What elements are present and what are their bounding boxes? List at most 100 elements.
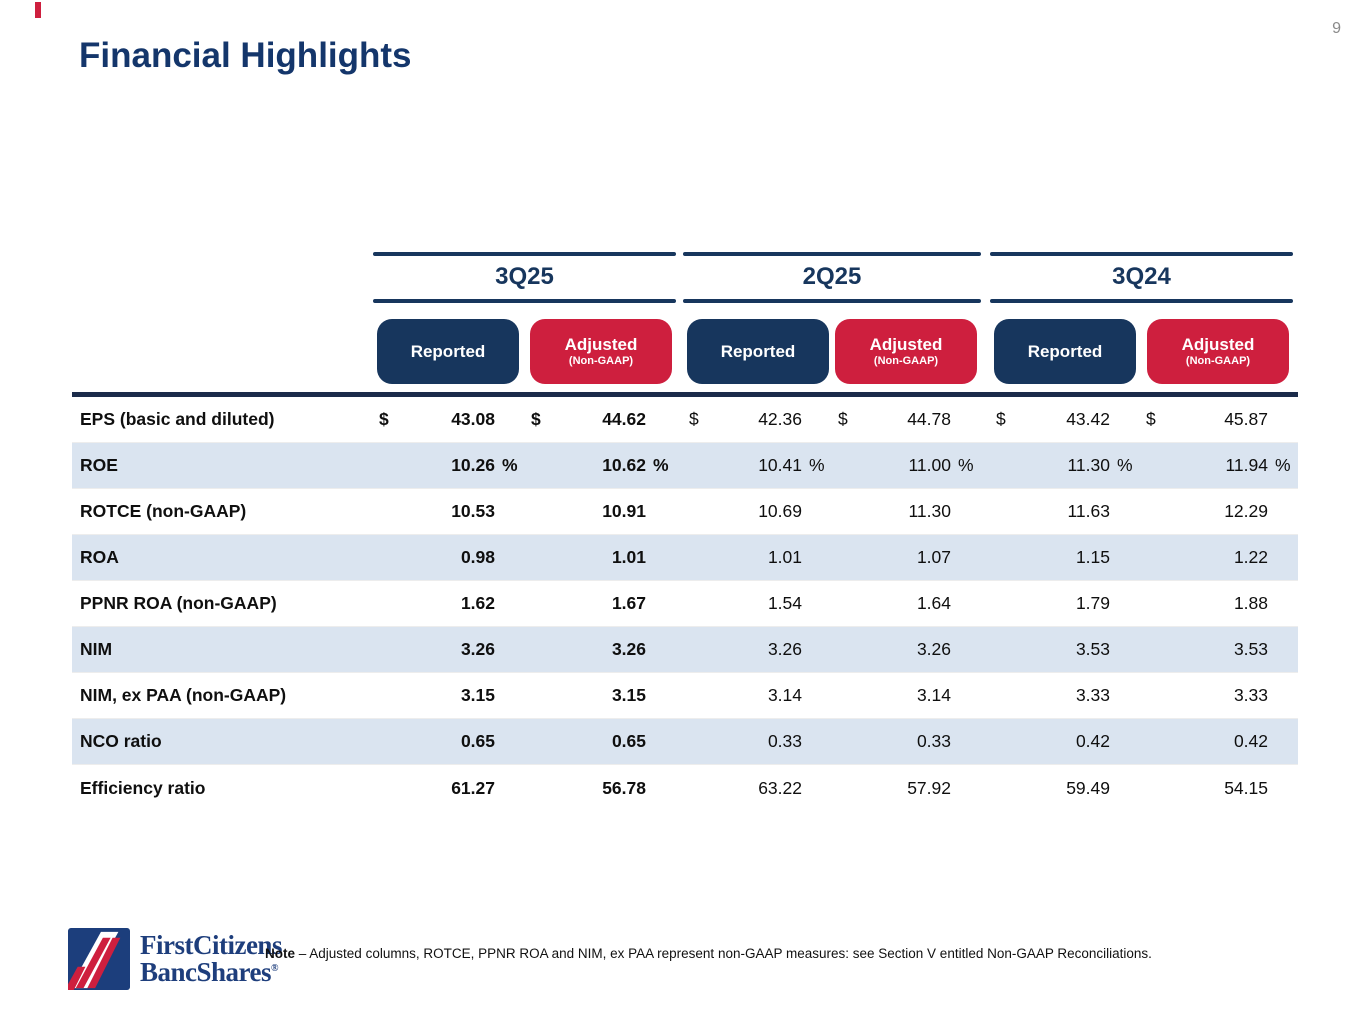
dollar-prefix: $	[379, 409, 389, 429]
adjusted-pill[interactable]: Adjusted (Non-GAAP)	[530, 319, 672, 384]
metric-value: 3.26	[767, 639, 802, 659]
value-cell: 3.26	[832, 627, 981, 672]
value-cell: 3.14	[832, 673, 981, 718]
logo-wordmark: FirstCitizens BancShares®	[140, 932, 282, 986]
value-cell: 3.26	[683, 627, 832, 672]
metric-value: 1.79	[1075, 593, 1110, 613]
divider	[683, 252, 981, 256]
table-row: NCO ratio 0.65 0.65 0.33 0.33 0.42 0.42	[72, 719, 1298, 765]
metric-value: 3.15	[611, 685, 646, 705]
table-row: EPS (basic and diluted) $43.08 $44.62 $42.3…	[72, 397, 1298, 443]
row-label: Efficiency ratio	[80, 777, 206, 798]
adjusted-pill[interactable]: Adjusted (Non-GAAP)	[835, 319, 977, 384]
pill-label: Adjusted	[869, 335, 943, 354]
company-logo: FirstCitizens BancShares®	[68, 928, 282, 990]
dollar-prefix: $	[996, 409, 1006, 429]
value-cell: 10.69	[683, 489, 832, 534]
divider	[990, 252, 1293, 256]
value-cell: 1.01	[525, 535, 676, 580]
value-cell: 0.42	[990, 719, 1140, 764]
metric-value: 1.22	[1233, 547, 1268, 567]
reported-pill[interactable]: Reported	[994, 319, 1136, 384]
value-cell: 11.30	[832, 489, 981, 534]
value-cell: 10.62%	[525, 443, 676, 488]
metric-value: 1.01	[611, 547, 646, 567]
metric-value: 63.22	[758, 777, 802, 798]
table-row: NIM, ex PAA (non-GAAP) 3.15 3.15 3.14 3.14 3.…	[72, 673, 1298, 719]
percent-suffix: %	[653, 455, 669, 475]
value-cell: 1.79	[990, 581, 1140, 626]
value-cell: 59.49	[990, 765, 1140, 811]
metric-value: 10.62	[602, 455, 646, 475]
metric-value: 1.64	[916, 593, 951, 613]
value-cell: 3.26	[373, 627, 525, 672]
value-cell: 11.00%	[832, 443, 981, 488]
value-cell: 57.92	[832, 765, 981, 811]
value-cell: 3.33	[990, 673, 1140, 718]
value-cell: 1.54	[683, 581, 832, 626]
value-cell: $43.08	[373, 397, 525, 442]
metric-value: 61.27	[451, 777, 495, 798]
metric-value: 0.98	[460, 547, 495, 567]
metric-value: 0.42	[1233, 731, 1268, 751]
table-row: ROA 0.98 1.01 1.01 1.07 1.15 1.22	[72, 535, 1298, 581]
value-cell: 10.26%	[373, 443, 525, 488]
value-cell: 3.15	[525, 673, 676, 718]
metric-value: 1.01	[767, 547, 802, 567]
dollar-prefix: $	[1146, 409, 1156, 429]
pill-label: Reported	[720, 341, 796, 361]
red-accent-dash	[35, 2, 41, 18]
metric-value: 10.91	[602, 501, 646, 521]
value-cell: 10.91	[525, 489, 676, 534]
metric-value: 11.30	[908, 501, 952, 521]
value-cell: 11.94%	[1140, 443, 1298, 488]
adjusted-pill[interactable]: Adjusted (Non-GAAP)	[1147, 319, 1289, 384]
metric-value: 0.42	[1075, 731, 1110, 751]
metric-value: 3.26	[460, 639, 495, 659]
metric-value: 0.65	[611, 731, 646, 751]
pill-label: Reported	[410, 341, 486, 361]
logo-line2: BancShares	[140, 957, 272, 987]
value-cell: 1.22	[1140, 535, 1298, 580]
metric-value: 11.00	[908, 455, 952, 475]
metric-value: 3.33	[1075, 685, 1110, 705]
value-cell: 12.29	[1140, 489, 1298, 534]
pill-sublabel: (Non-GAAP)	[873, 355, 939, 367]
value-cell: $44.62	[525, 397, 676, 442]
metric-value: 10.69	[758, 501, 802, 521]
metric-value: 1.54	[767, 593, 802, 613]
percent-suffix: %	[502, 455, 518, 475]
metric-value: 42.36	[758, 409, 802, 429]
metric-value: 1.15	[1075, 547, 1110, 567]
metric-value: 45.87	[1224, 409, 1268, 429]
percent-suffix: %	[809, 455, 825, 475]
financial-highlights-table: EPS (basic and diluted) $43.08 $44.62 $42.3…	[72, 392, 1298, 811]
table-row: NIM 3.26 3.26 3.26 3.26 3.53 3.53	[72, 627, 1298, 673]
value-cell: $45.87	[1140, 397, 1298, 442]
value-cell: $43.42	[990, 397, 1140, 442]
value-cell: 1.62	[373, 581, 525, 626]
metric-value: 11.30	[1067, 455, 1111, 475]
reported-pill[interactable]: Reported	[377, 319, 519, 384]
value-cell: 3.26	[525, 627, 676, 672]
page-number: 9	[1332, 20, 1341, 37]
value-cell: 61.27	[373, 765, 525, 811]
value-cell: $44.78	[832, 397, 981, 442]
value-cell: 56.78	[525, 765, 676, 811]
table-row: ROTCE (non-GAAP) 10.53 10.91 10.69 11.30 11.6…	[72, 489, 1298, 535]
value-cell: 0.65	[525, 719, 676, 764]
reported-pill[interactable]: Reported	[687, 319, 829, 384]
quarter-group-2q25: 2Q25 Reported Adjusted (Non-GAAP)	[683, 252, 981, 384]
metric-value: 0.33	[916, 731, 951, 751]
table-row: PPNR ROA (non-GAAP) 1.62 1.67 1.54 1.64 1.79 1…	[72, 581, 1298, 627]
value-cell: 1.64	[832, 581, 981, 626]
percent-suffix: %	[1117, 455, 1133, 475]
value-cell: 1.15	[990, 535, 1140, 580]
value-cell: 3.53	[1140, 627, 1298, 672]
metric-value: 1.88	[1233, 593, 1268, 613]
value-cell: $42.36	[683, 397, 832, 442]
dollar-prefix: $	[838, 409, 848, 429]
value-cell: 63.22	[683, 765, 832, 811]
value-cell: 0.65	[373, 719, 525, 764]
